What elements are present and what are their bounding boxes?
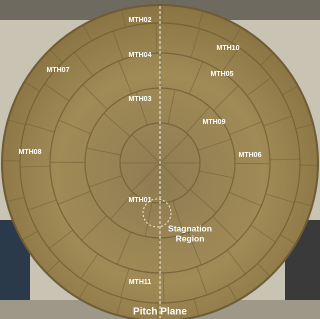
sensor-label: MTH03 [129, 96, 152, 103]
photo: MTH02 MTH04 MTH10 MTH07 MTH05 MTH03 MTH09 MTH08… [0, 0, 320, 319]
sensor-label: MTH07 [47, 67, 70, 74]
sensor-label: MTH02 [129, 17, 152, 24]
caption: Pitch Plane [133, 307, 187, 318]
sensor-label: MTH10 [217, 45, 240, 52]
sensor-label: MTH11 [129, 279, 152, 286]
sensor-label: MTH08 [19, 149, 42, 156]
annotation: Region [176, 233, 205, 243]
sensor-label: MTH06 [239, 152, 262, 159]
sensor-label: MTH01 [129, 197, 152, 204]
annotation: Stagnation [168, 223, 212, 233]
sensor-label: MTH05 [211, 71, 234, 78]
sensor-label: MTH04 [129, 52, 152, 59]
sensor-label: MTH09 [203, 119, 226, 126]
